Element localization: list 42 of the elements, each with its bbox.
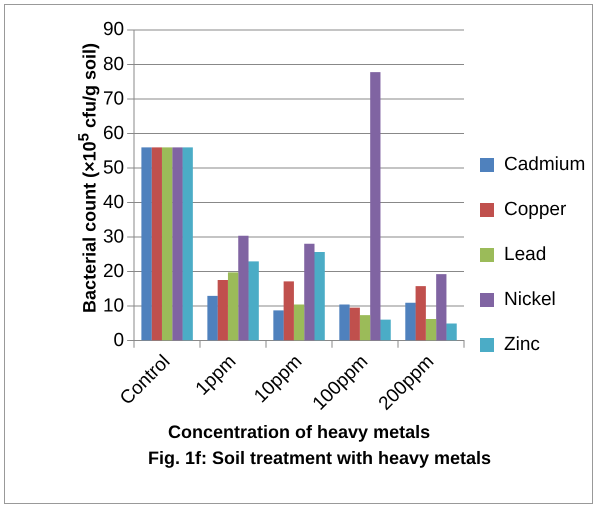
bar: [152, 147, 162, 340]
legend-label: Copper: [504, 198, 566, 220]
y-tick-label: 0: [114, 330, 124, 351]
bar: [360, 315, 370, 340]
y-tick-label: 20: [102, 260, 124, 282]
bar: [284, 281, 294, 340]
bar: [294, 304, 304, 340]
y-tick-label: 90: [102, 19, 124, 40]
bar: [207, 296, 218, 340]
y-tick-label: 50: [102, 157, 124, 178]
y-tick-label: 30: [102, 226, 124, 248]
y-tick-label: 80: [102, 54, 124, 75]
legend-label: Lead: [504, 244, 546, 266]
bar: [228, 272, 238, 340]
bar: [218, 280, 228, 340]
bar: [339, 304, 350, 340]
x-axis-title: Concentration of heavy metals: [168, 422, 430, 442]
legend-label: Cadmium: [504, 154, 586, 176]
caption: Fig. 1f: Soil treatment with heavy metals: [146, 448, 492, 469]
bar: [370, 72, 380, 340]
bar: [314, 252, 325, 340]
bar: [172, 147, 183, 340]
bar: [436, 274, 446, 340]
bar: [273, 310, 284, 340]
bar: [304, 244, 315, 340]
bar: [182, 147, 193, 340]
bar: [426, 318, 436, 340]
y-tick-label: 40: [102, 192, 124, 213]
bar: [238, 236, 249, 340]
bar: [405, 302, 416, 340]
bar: [446, 323, 457, 340]
bar: [248, 261, 259, 340]
bar: [380, 320, 391, 340]
bar: [162, 147, 172, 340]
bar: [416, 286, 426, 340]
y-tick-label: 60: [102, 122, 124, 144]
bar: [141, 147, 152, 340]
y-tick-label: 70: [102, 88, 124, 110]
y-tick-label: 10: [102, 295, 124, 316]
legend-label: Nickel: [504, 288, 556, 310]
legend-label: Zinc: [504, 334, 540, 356]
bar: [350, 308, 360, 340]
